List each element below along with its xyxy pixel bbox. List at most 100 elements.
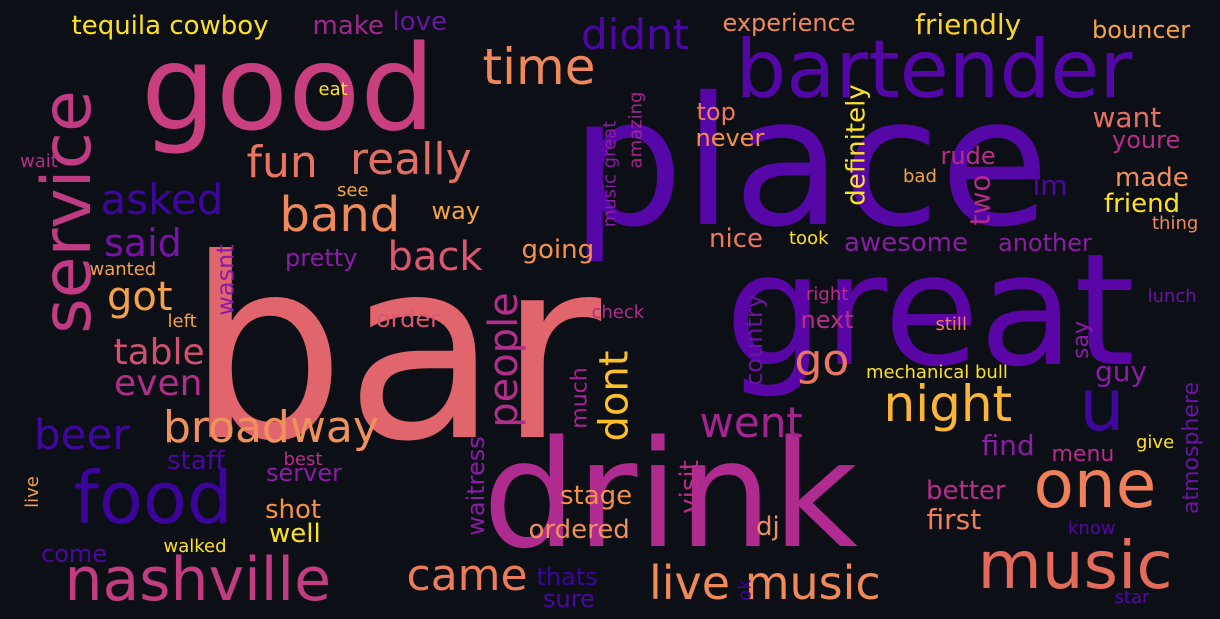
word-first: first (926, 503, 982, 536)
word-night: night (883, 375, 1013, 433)
word-said: said (104, 221, 182, 265)
word-mechanical-bull: mechanical bull (866, 362, 1008, 383)
word-see: see (337, 180, 369, 201)
word-eat: eat (318, 79, 348, 100)
word-thats: thats (536, 563, 598, 591)
word-pretty: pretty (285, 244, 358, 272)
word-right: right (806, 284, 849, 305)
word-left: left (167, 311, 197, 332)
word-visit: visit (674, 460, 705, 514)
word-know: know (1068, 518, 1116, 539)
word-never: never (695, 124, 765, 152)
word-u: u (1079, 363, 1125, 447)
word-going: going (521, 235, 595, 265)
word-wasnt: wasnt (211, 244, 240, 316)
word-star: star (1114, 587, 1150, 608)
word-check: check (591, 302, 645, 323)
word-youre: youre (1112, 126, 1181, 154)
word-bouncer: bouncer (1092, 16, 1191, 44)
word-came: came (406, 550, 528, 601)
word-order: order (376, 305, 440, 333)
word-lunch: lunch (1147, 286, 1197, 307)
word-music-great: music great (598, 120, 620, 228)
word-nice: nice (709, 224, 763, 254)
word-back: back (387, 234, 483, 280)
word-make: make (312, 11, 384, 41)
word-definitely: definitely (841, 84, 872, 206)
word-time: time (482, 38, 596, 96)
word-want: want (1092, 101, 1162, 134)
word-fun: fun (246, 137, 318, 188)
word-asked: asked (100, 175, 224, 224)
word-awesome: awesome (844, 228, 968, 258)
word-friend: friend (1104, 189, 1181, 219)
word-wait: wait (20, 151, 58, 172)
word-find: find (981, 429, 1035, 462)
word-say: say (1068, 321, 1094, 359)
word-table: table (113, 332, 205, 373)
word-menu: menu (1051, 442, 1115, 467)
word-walked: walked (163, 536, 227, 557)
word-country: country (739, 294, 768, 386)
word-come: come (41, 540, 108, 568)
word-im: im (1032, 169, 1068, 202)
word-much: much (567, 367, 593, 429)
word-experience: experience (722, 9, 856, 37)
word-rude: rude (940, 142, 996, 170)
word-tequila-cowboy: tequila cowboy (71, 11, 269, 41)
word-food: food (73, 456, 233, 540)
word-dont: dont (590, 350, 637, 442)
word-didnt: didnt (581, 10, 690, 59)
word-music: music (977, 527, 1173, 604)
word-guy: guy (1095, 355, 1148, 388)
word-service: service (27, 90, 107, 334)
word-next: next (800, 306, 854, 334)
word-server: server (266, 459, 342, 487)
word-bad: bad (903, 166, 937, 187)
word-sure: sure (543, 585, 595, 613)
word-beer: beer (34, 410, 130, 459)
word-broadway: broadway (163, 402, 379, 453)
word-bar: bar (186, 205, 602, 496)
word-ordered: ordered (528, 515, 630, 545)
word-thing: thing (1152, 213, 1199, 234)
word-two: two (963, 174, 997, 226)
word-live: live (21, 476, 43, 508)
word-another: another (998, 229, 1092, 257)
word-waitress: waitress (461, 436, 490, 536)
word-dj: dj (756, 512, 780, 542)
word-shot: shot (265, 495, 322, 525)
word-went: went (699, 398, 803, 447)
word-amazing: amazing (624, 91, 646, 169)
word-staff: staff (167, 446, 225, 476)
word-top: top (696, 98, 736, 126)
word-made: made (1115, 163, 1189, 193)
word-best: best (283, 449, 323, 470)
word-nashville: nashville (64, 545, 332, 615)
word-better: better (926, 476, 1006, 506)
word-took: took (789, 228, 829, 249)
word-even: even (114, 363, 203, 404)
word-got: got (107, 274, 173, 320)
word-stage: stage (560, 481, 633, 511)
word-really: really (350, 134, 472, 185)
word-love: love (392, 7, 448, 37)
word-place: place (570, 59, 1050, 266)
word-friendly: friendly (915, 8, 1022, 41)
word-well: well (269, 519, 321, 549)
word-way: way (431, 197, 481, 225)
word-give: give (1136, 432, 1175, 453)
word-live-music: live music (649, 556, 881, 610)
word-one: one (1033, 446, 1157, 523)
word-great: great (725, 219, 1135, 401)
word-go: go (794, 335, 850, 386)
word-bartender: bartender (735, 23, 1133, 116)
word-drink: drink (482, 409, 858, 581)
word-wanted: wanted (89, 259, 157, 280)
word-atmosphere: atmosphere (1179, 382, 1204, 514)
word-still: still (935, 314, 967, 335)
word-ok: ok (734, 579, 756, 601)
word-good: good (141, 19, 436, 157)
word-people: people (480, 292, 527, 428)
